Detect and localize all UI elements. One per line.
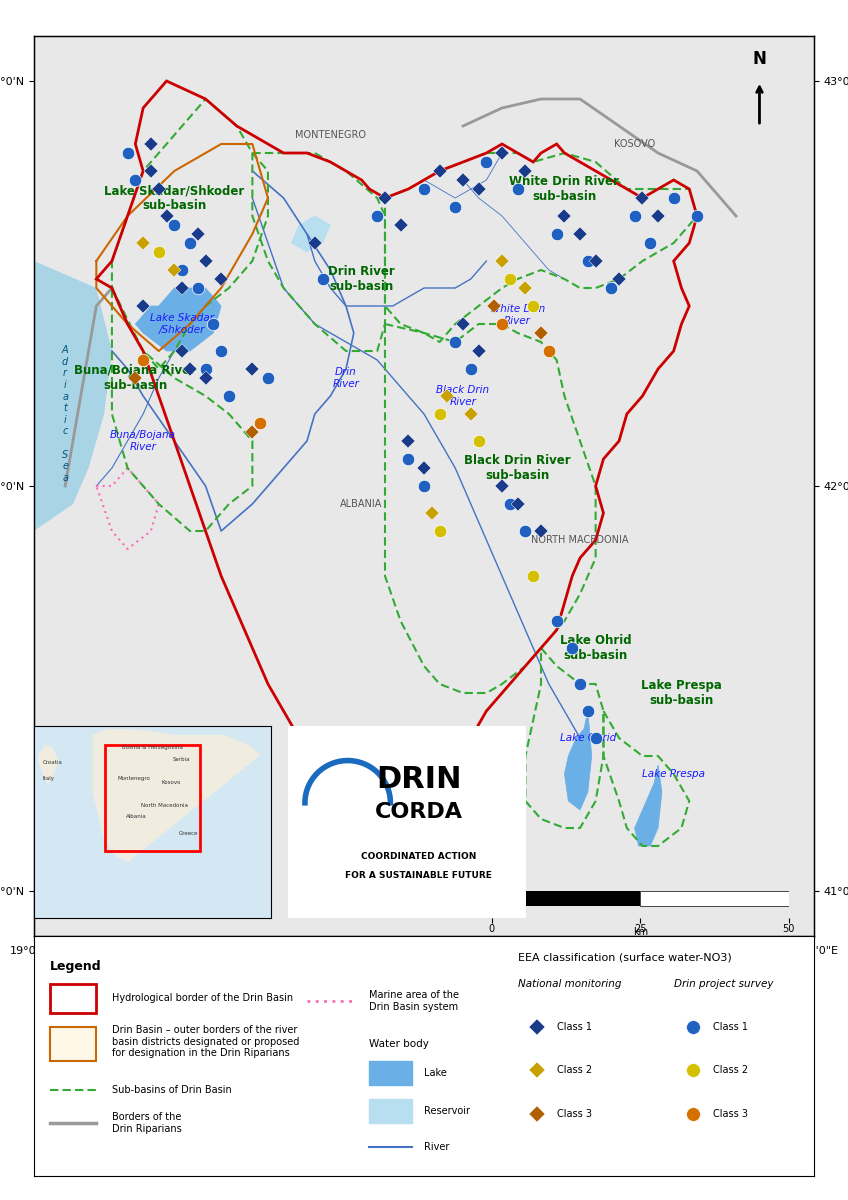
Text: Buna/Bojana River
sub-basin: Buna/Bojana River sub-basin bbox=[75, 364, 197, 392]
Text: Greece: Greece bbox=[179, 832, 198, 836]
Text: Lake Ohrid: Lake Ohrid bbox=[560, 733, 616, 743]
Text: Borders of the
Drin Riparians: Borders of the Drin Riparians bbox=[112, 1112, 181, 1134]
Text: Montenegro: Montenegro bbox=[117, 775, 150, 781]
Text: Lake Skadar/Shkoder
sub-basin: Lake Skadar/Shkoder sub-basin bbox=[104, 184, 244, 212]
FancyBboxPatch shape bbox=[49, 1027, 97, 1061]
Polygon shape bbox=[565, 710, 592, 810]
Text: Class 2: Class 2 bbox=[556, 1066, 592, 1075]
Text: FOR A SUSTAINABLE FUTURE: FOR A SUSTAINABLE FUTURE bbox=[345, 871, 493, 881]
Text: White Drin
River: White Drin River bbox=[490, 304, 545, 325]
Text: Lake Prespa: Lake Prespa bbox=[642, 769, 706, 779]
Text: Class 1: Class 1 bbox=[712, 1022, 748, 1032]
Text: Kosovo: Kosovo bbox=[162, 780, 181, 785]
Text: Lake Prespa
sub-basin: Lake Prespa sub-basin bbox=[641, 679, 722, 707]
Text: Black Drin River
sub-basin: Black Drin River sub-basin bbox=[465, 454, 571, 482]
Text: River: River bbox=[424, 1142, 449, 1152]
Bar bbox=[640, 890, 789, 906]
Text: Hydrological border of the Drin Basin: Hydrological border of the Drin Basin bbox=[112, 994, 293, 1003]
Text: CORDA: CORDA bbox=[375, 803, 463, 822]
Text: Drin Basin – outer borders of the river
basin districts designated or proposed
f: Drin Basin – outer borders of the river … bbox=[112, 1025, 299, 1058]
Text: Drin project survey: Drin project survey bbox=[673, 979, 773, 989]
Text: N: N bbox=[752, 49, 767, 67]
Text: MONTENEGRO: MONTENEGRO bbox=[295, 130, 365, 140]
Text: EEA classification (surface water-NO3): EEA classification (surface water-NO3) bbox=[517, 953, 731, 962]
Text: km: km bbox=[633, 926, 648, 937]
Text: Reservoir: Reservoir bbox=[424, 1106, 470, 1116]
Text: DRIN: DRIN bbox=[377, 766, 461, 794]
Text: A
d
r
i
a
t
i
c

S
e
a: A d r i a t i c S e a bbox=[62, 346, 69, 482]
FancyBboxPatch shape bbox=[370, 1061, 412, 1085]
Text: COORDINATED ACTION: COORDINATED ACTION bbox=[361, 852, 477, 862]
Polygon shape bbox=[292, 216, 331, 252]
Text: Drin River
sub-basin: Drin River sub-basin bbox=[328, 265, 395, 293]
Text: Legend: Legend bbox=[49, 960, 101, 973]
Text: Bosnia & Herzegovina: Bosnia & Herzegovina bbox=[122, 745, 183, 750]
Polygon shape bbox=[34, 260, 112, 530]
Text: Lake Ohrid
sub-basin: Lake Ohrid sub-basin bbox=[560, 634, 632, 662]
Text: North Macedonia: North Macedonia bbox=[141, 803, 188, 808]
Text: KOSOVO: KOSOVO bbox=[614, 139, 656, 149]
Polygon shape bbox=[39, 745, 58, 784]
Text: Black Drin
River: Black Drin River bbox=[437, 385, 489, 407]
Text: Lake Skadar
/Shkoder: Lake Skadar /Shkoder bbox=[150, 313, 215, 335]
Text: Class 3: Class 3 bbox=[712, 1109, 748, 1118]
Text: NORTH MACEDONIA: NORTH MACEDONIA bbox=[532, 535, 628, 545]
FancyBboxPatch shape bbox=[370, 1099, 412, 1123]
Polygon shape bbox=[93, 730, 259, 860]
Text: Croatia: Croatia bbox=[43, 761, 63, 766]
Text: Albania: Albania bbox=[126, 814, 147, 820]
Polygon shape bbox=[136, 288, 221, 350]
Text: White Drin River
sub-basin: White Drin River sub-basin bbox=[510, 175, 619, 203]
FancyBboxPatch shape bbox=[49, 984, 97, 1013]
Bar bbox=[105, 745, 200, 851]
Text: ALBANIA: ALBANIA bbox=[340, 499, 382, 509]
Polygon shape bbox=[634, 766, 662, 846]
Bar bbox=[492, 890, 640, 906]
Text: Marine area of the
Drin Basin system: Marine area of the Drin Basin system bbox=[370, 990, 460, 1012]
Text: Water body: Water body bbox=[370, 1039, 429, 1049]
Text: Sub-basins of Drin Basin: Sub-basins of Drin Basin bbox=[112, 1085, 232, 1094]
Text: Class 2: Class 2 bbox=[712, 1066, 748, 1075]
Text: Italy: Italy bbox=[42, 775, 54, 781]
Text: Class 3: Class 3 bbox=[556, 1109, 592, 1118]
Text: Serbia: Serbia bbox=[172, 756, 190, 762]
Text: Drin
River: Drin River bbox=[332, 367, 360, 389]
Text: National monitoring: National monitoring bbox=[517, 979, 621, 989]
Text: Lake: Lake bbox=[424, 1068, 447, 1078]
Text: Buna/Bojana
River: Buna/Bojana River bbox=[110, 431, 176, 451]
Text: Class 1: Class 1 bbox=[556, 1022, 592, 1032]
